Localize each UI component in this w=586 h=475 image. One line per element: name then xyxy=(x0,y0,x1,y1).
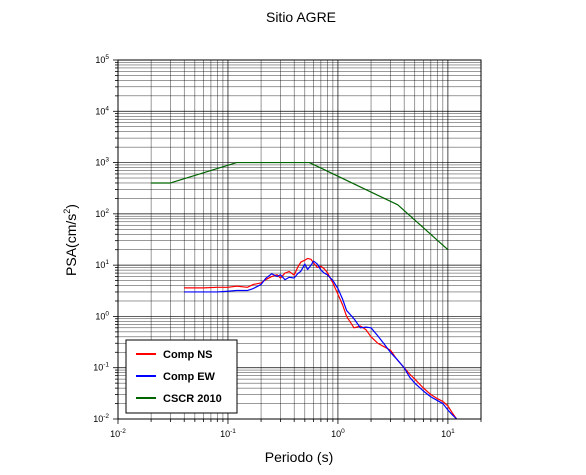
x-tick-label: 10-1 xyxy=(220,428,236,439)
y-tick-label: 100 xyxy=(95,310,109,321)
y-tick-label: 10-1 xyxy=(93,362,109,373)
chart-title: Sitio AGRE xyxy=(266,9,336,25)
y-axis-label: PSA(cm/s2) xyxy=(62,204,79,276)
y-tick-labels: 10-2 10-1 100 101 102 103 104 105 xyxy=(93,54,109,424)
legend-label: CSCR 2010 xyxy=(163,393,222,405)
legend-label: Comp EW xyxy=(163,371,216,383)
y-tick-label: 105 xyxy=(95,54,109,65)
series-layer xyxy=(151,161,458,420)
x-tick-labels: 10-2 10-1 100 101 xyxy=(110,428,455,439)
plot-frame xyxy=(117,59,482,420)
legend-items: Comp NS Comp EW CSCR 2010 xyxy=(136,349,222,405)
y-tick-label: 104 xyxy=(95,105,109,116)
axis-ticks xyxy=(113,59,482,424)
legend: Comp NS Comp EW CSCR 2010 xyxy=(125,339,238,414)
y-tick-label: 102 xyxy=(95,208,109,219)
legend-label: Comp NS xyxy=(163,349,213,361)
x-tick-label: 101 xyxy=(441,428,455,439)
x-tick-label: 10-2 xyxy=(110,428,126,439)
y-tick-label: 10-2 xyxy=(93,413,109,424)
y-tick-label: 101 xyxy=(95,259,109,270)
series-line-comp-ew xyxy=(184,260,458,420)
y-tick-label: 103 xyxy=(95,157,109,168)
x-tick-label: 100 xyxy=(331,428,345,439)
x-axis-label: Periodo (s) xyxy=(265,449,333,465)
series-line-cscr-2010 xyxy=(151,161,449,251)
